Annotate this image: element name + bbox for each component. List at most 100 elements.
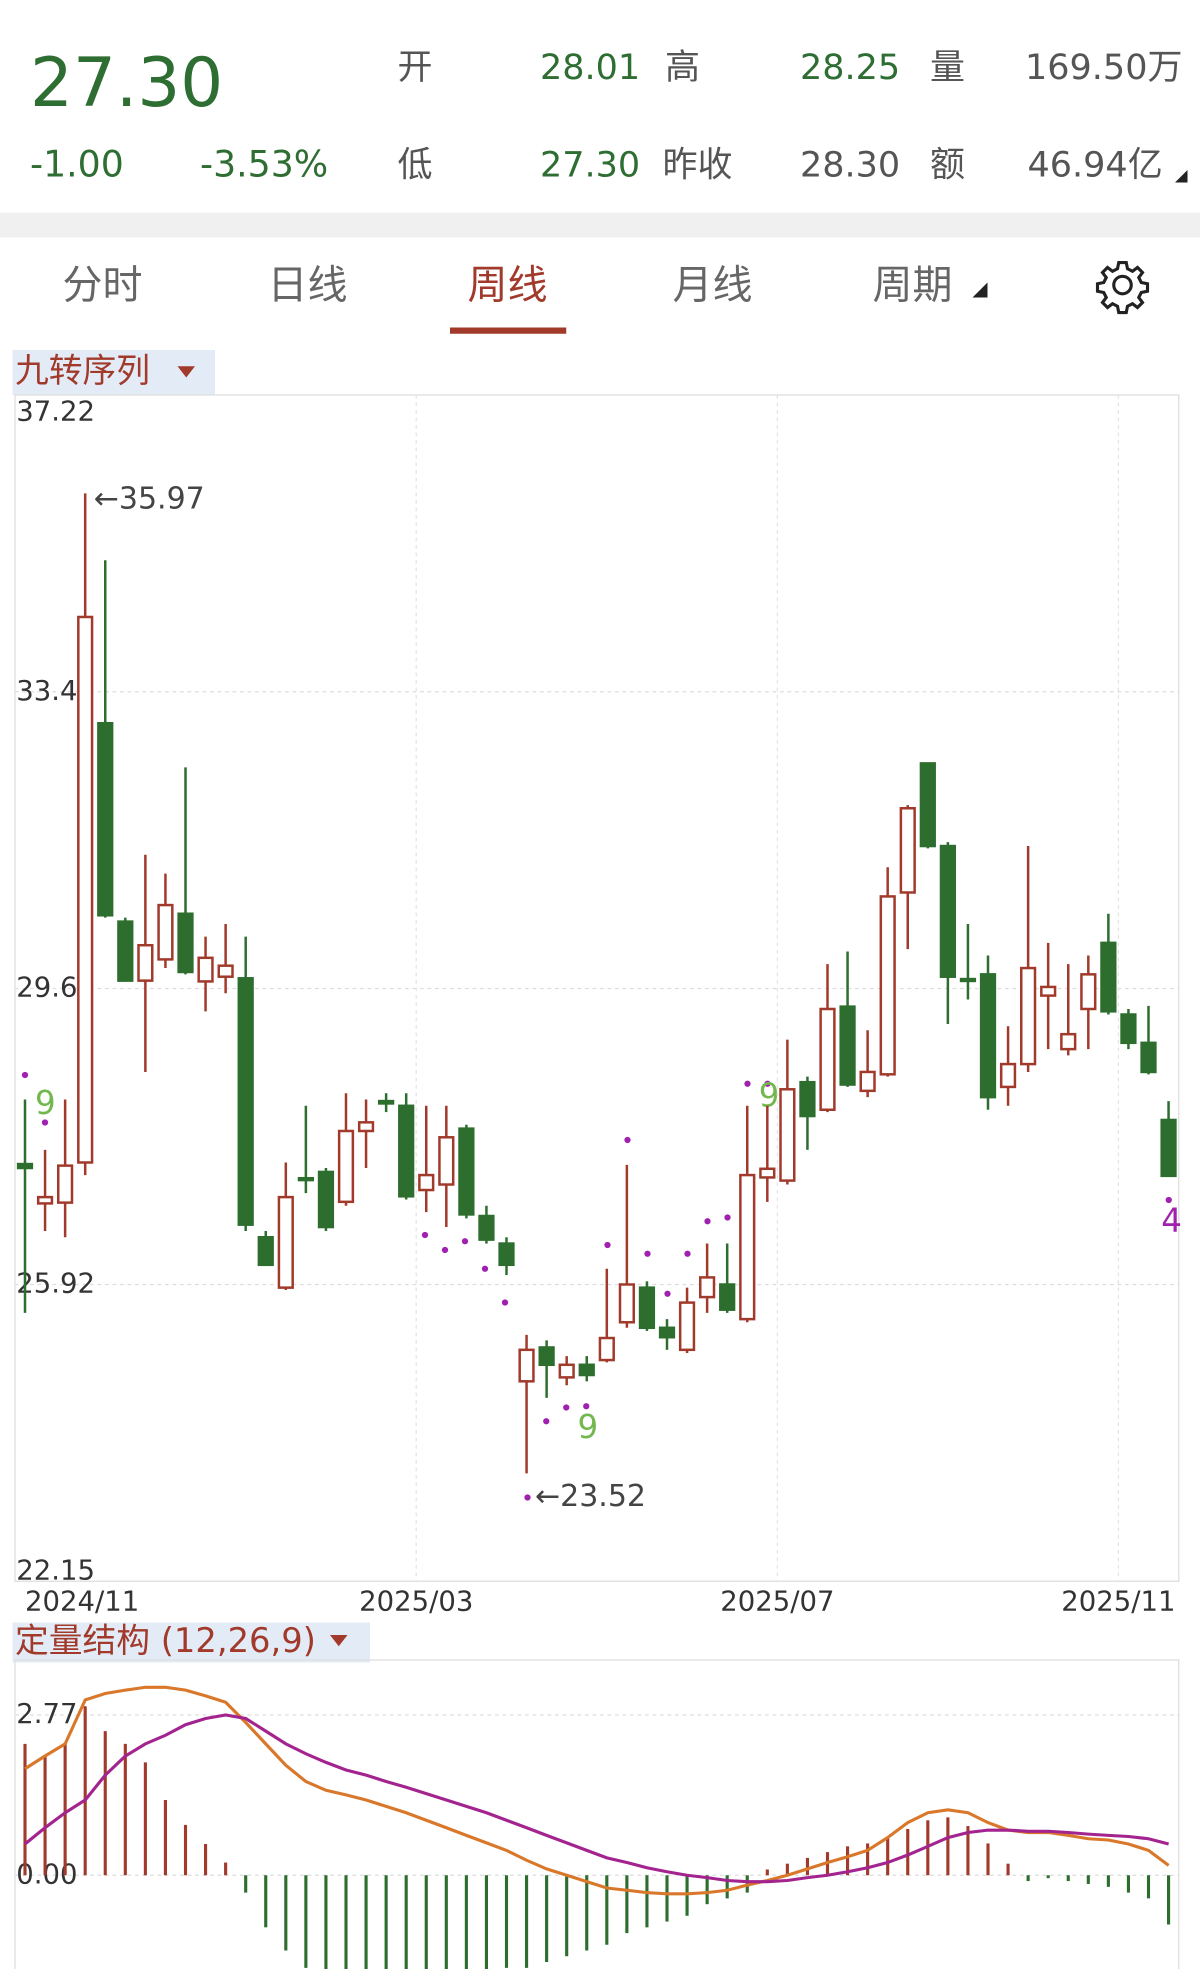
macd-plot: [23, 1685, 1171, 1969]
tab-underline: [450, 327, 567, 334]
candle-body: [77, 615, 94, 1164]
field-label: 高: [665, 48, 700, 88]
field-value: 169.50万: [1025, 48, 1182, 88]
candle-body: [418, 1173, 435, 1192]
y-tick-label: 22.15: [16, 1554, 95, 1586]
field-value: 46.94亿: [1028, 145, 1163, 185]
field-label: 低: [398, 145, 433, 185]
settings-icon[interactable]: [1095, 260, 1150, 315]
candle-body: [839, 1005, 856, 1086]
candle-body: [859, 1070, 876, 1093]
tab[interactable]: 分时: [63, 263, 143, 309]
indicator-title: 定量结构 (12,26,9): [15, 1621, 316, 1660]
x-tick-label: 2024/11: [25, 1586, 139, 1618]
field-value: 27.30: [540, 145, 640, 185]
candle-body: [458, 1127, 475, 1216]
x-tick-label: 2025/07: [720, 1586, 834, 1618]
candle-body: [398, 1104, 415, 1198]
candle-body: [578, 1363, 595, 1377]
candle-body: [16, 1162, 34, 1170]
field-label: 开: [398, 48, 433, 88]
candle-body: [357, 1121, 375, 1133]
max-label: ←35.97: [94, 482, 205, 517]
tab[interactable]: 周期: [873, 263, 953, 309]
candle-body: [217, 964, 234, 978]
candle-body: [518, 1348, 535, 1383]
dropdown-arrow: [177, 366, 195, 378]
candle-body: [879, 895, 896, 1076]
field-value: 28.01: [540, 48, 640, 88]
candle-body: [939, 844, 956, 978]
candle-body: [618, 1283, 635, 1324]
dropdown-arrow: [330, 1635, 348, 1647]
field-label: 额: [930, 145, 965, 185]
candle-body: [1100, 941, 1117, 1013]
candle-body: [658, 1326, 676, 1339]
field-label: 昨收: [663, 145, 733, 185]
sequence-label: 4: [1161, 1202, 1182, 1240]
indicator-tab[interactable]: [12, 350, 216, 396]
corner-arrow: [1175, 170, 1188, 183]
candle-body: [779, 1088, 796, 1182]
indicator-title: 九转序列: [15, 351, 150, 390]
tab-active[interactable]: 周线: [468, 263, 548, 309]
sequence-label: 9: [35, 1084, 56, 1122]
change: -1.00: [30, 142, 124, 185]
y-tick-label: 25.92: [16, 1267, 95, 1299]
tab[interactable]: 月线: [673, 263, 753, 309]
candle-body: [377, 1099, 395, 1105]
candle-body: [137, 943, 154, 982]
candle-body: [719, 1283, 736, 1311]
candle-body: [1140, 1041, 1157, 1074]
candle-body: [97, 721, 114, 917]
y-tick-label: 2.77: [16, 1698, 77, 1730]
candle-body: [1120, 1013, 1137, 1045]
sequence-label: 9: [759, 1077, 780, 1115]
candle-body: [759, 1167, 776, 1179]
candle-body: [999, 1062, 1017, 1089]
candle-body: [498, 1242, 515, 1267]
candle-body: [558, 1363, 575, 1379]
candle-body: [177, 912, 194, 974]
sequence-label: 9: [578, 1408, 599, 1446]
tab[interactable]: 日线: [268, 263, 348, 309]
candle-body: [678, 1301, 696, 1352]
field-value: 28.30: [800, 145, 900, 185]
candle-body: [919, 762, 936, 848]
indicator-tab[interactable]: [12, 1622, 371, 1663]
candle-body: [197, 956, 214, 983]
y-tick-label: 37.22: [16, 396, 95, 428]
x-tick-label: 2025/03: [359, 1586, 473, 1618]
candle-body: [1080, 973, 1097, 1011]
candle-body: [337, 1129, 355, 1204]
candle-body: [1160, 1118, 1177, 1178]
candle-body: [959, 977, 977, 983]
candle-body: [598, 1336, 615, 1362]
candle-body: [478, 1214, 495, 1241]
candle-body: [739, 1173, 756, 1321]
candle-body: [819, 1007, 836, 1111]
candle-body: [638, 1286, 656, 1330]
field-value: 28.25: [800, 48, 900, 88]
macd-line: [24, 1713, 1170, 1884]
min-label: ←23.52: [535, 1479, 646, 1514]
candle-body: [237, 977, 254, 1226]
sequence-dots: [21, 1071, 1172, 1501]
field-label: 量: [930, 48, 965, 88]
candle-body: [317, 1170, 335, 1229]
dropdown-arrow: [972, 282, 988, 298]
last-price: 27.30: [30, 43, 223, 122]
candle-body: [157, 903, 174, 961]
candle-body: [56, 1164, 74, 1204]
candle-body: [979, 973, 997, 1099]
candle-body: [277, 1195, 294, 1289]
candle-body: [538, 1346, 555, 1367]
candle-body: [1040, 985, 1057, 997]
candle-body: [117, 920, 134, 982]
candle-body: [899, 807, 916, 894]
macd-line: [24, 1685, 1170, 1896]
separator: [0, 212, 1200, 238]
candle-body: [257, 1236, 274, 1267]
